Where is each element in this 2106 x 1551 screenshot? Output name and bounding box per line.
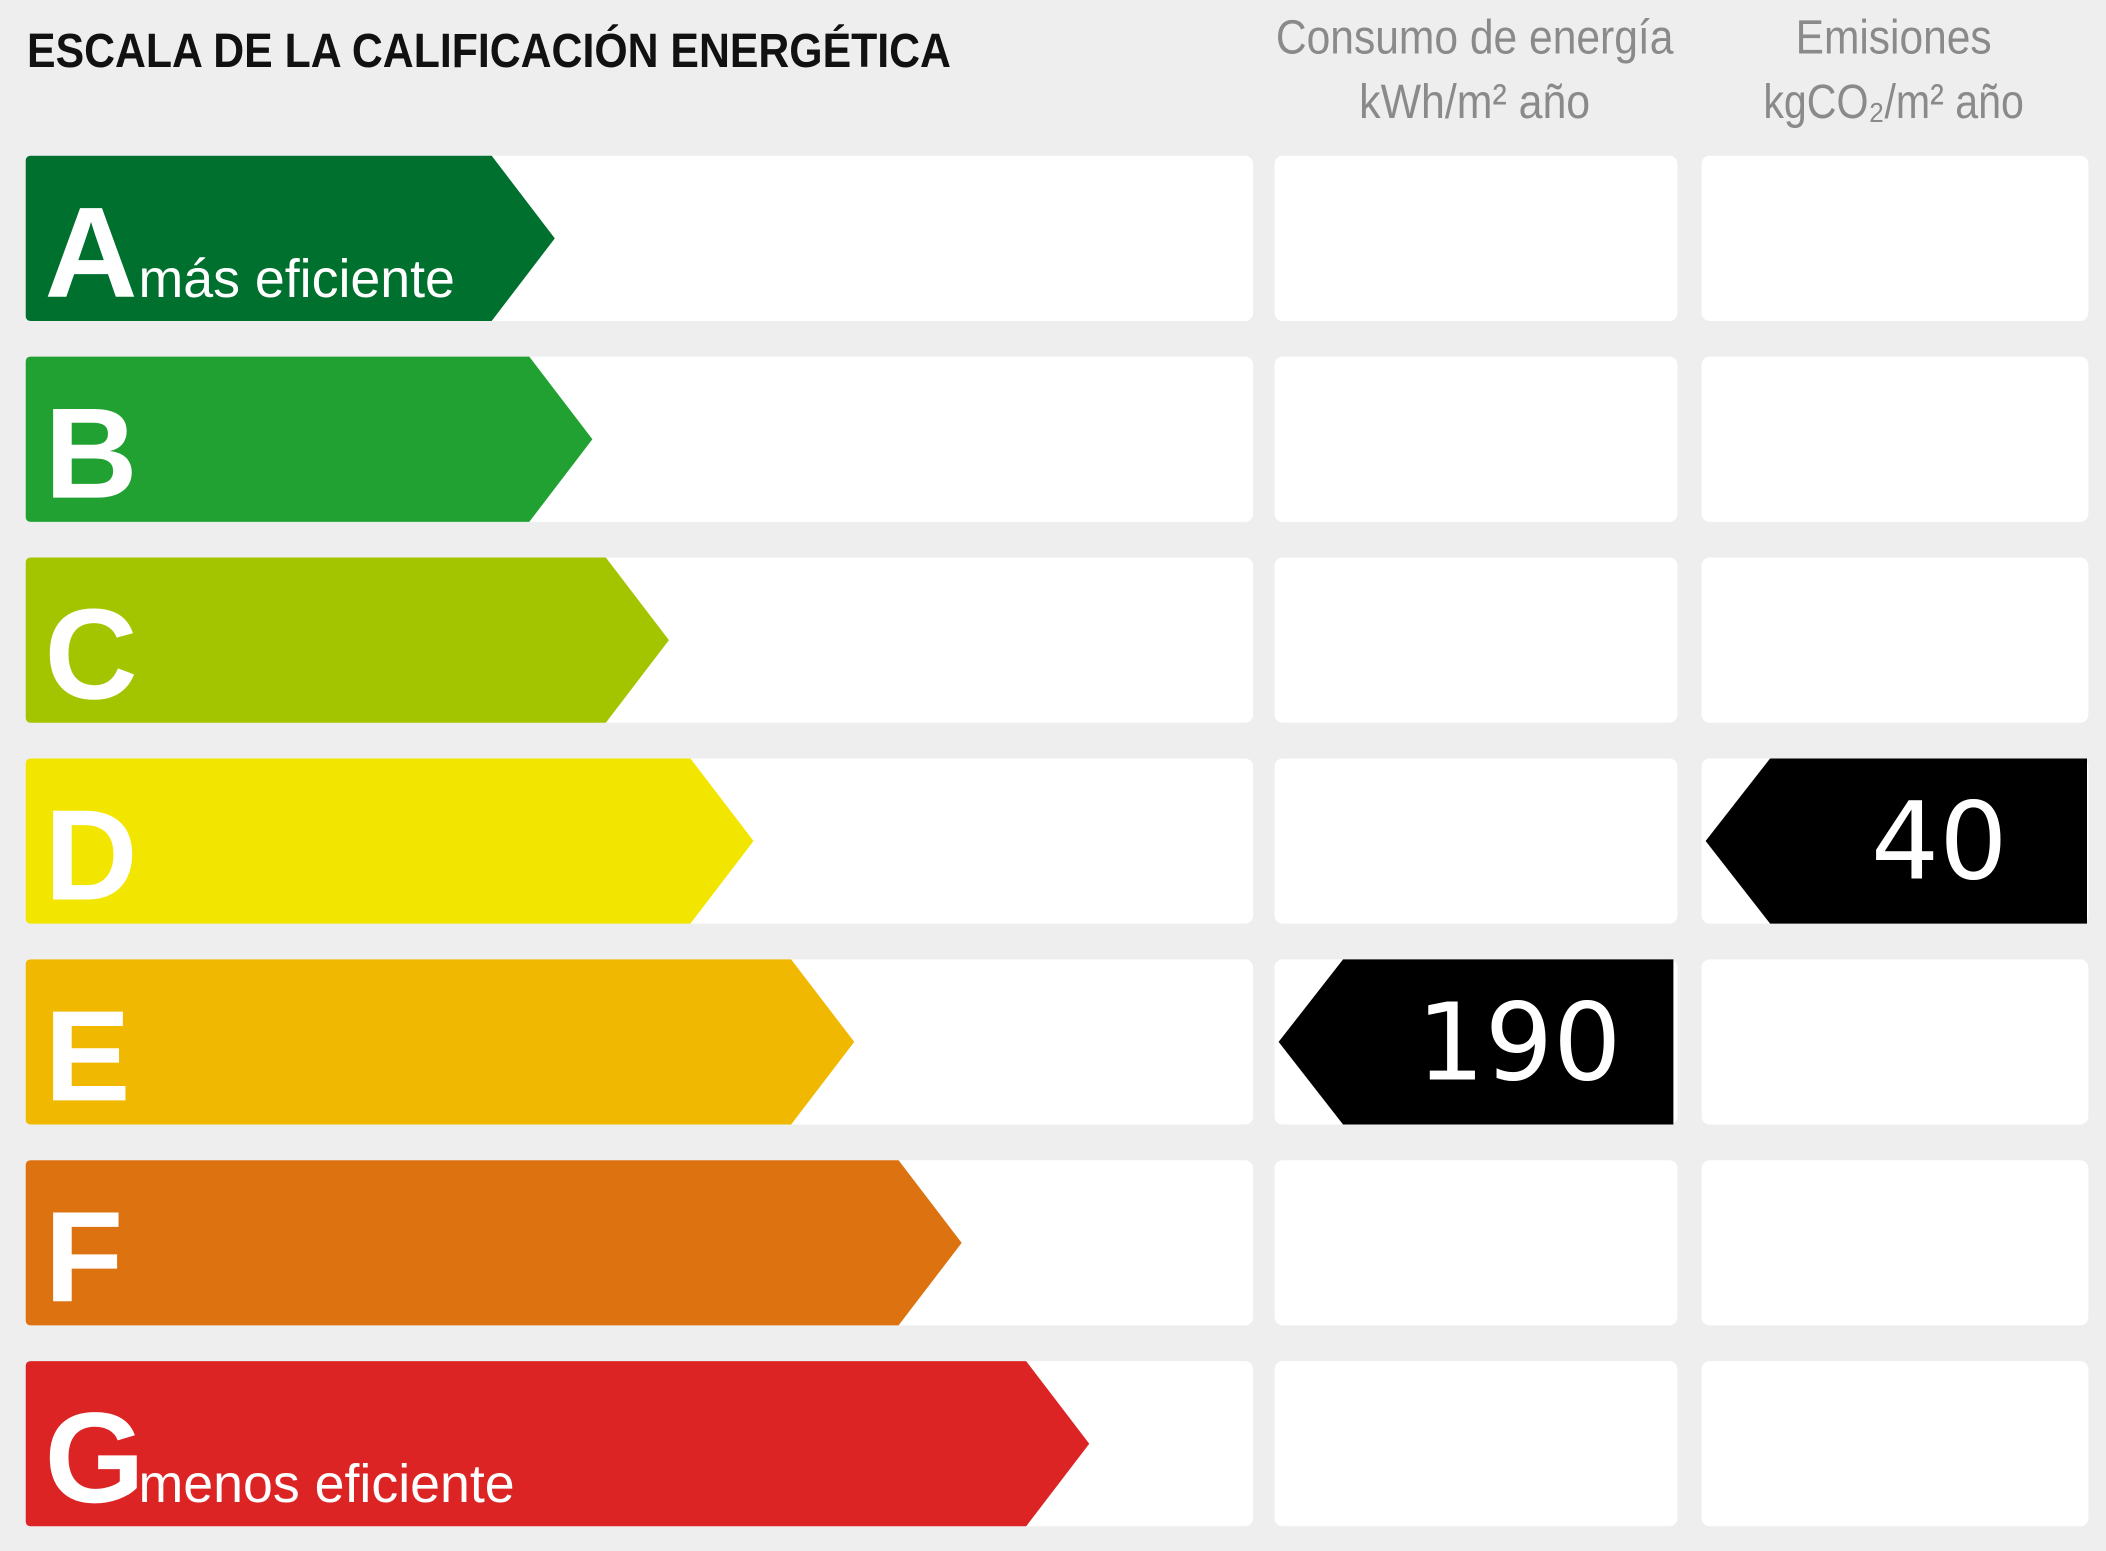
title: ESCALA DE LA CALIFICACIÓN ENERGÉTICA (27, 23, 951, 78)
energy-box (1274, 1361, 1678, 1527)
rating-arrow (25, 155, 555, 321)
column-title: Consumo de energía (1276, 11, 1674, 65)
energy-box (1274, 356, 1678, 522)
rating-letter: E (45, 984, 131, 1128)
emissions-box (1701, 959, 2089, 1125)
emissions-box (1701, 557, 2089, 723)
energy-box (1274, 758, 1678, 924)
emissions-box (1701, 1361, 2089, 1527)
value-text: 190 (1416, 981, 1621, 1106)
emissions-box (1701, 1160, 2089, 1326)
rating-arrow (25, 1160, 962, 1326)
energy-box (1274, 557, 1678, 723)
rating-label: menos eficiente (139, 1454, 515, 1514)
rating-letter: B (45, 382, 138, 526)
rating-arrow (25, 1361, 1090, 1527)
value-tag (1705, 758, 2087, 924)
emissions-box (1701, 356, 2089, 522)
rating-arrow (25, 959, 855, 1125)
rating-letter: C (45, 583, 138, 727)
rating-label: más eficiente (139, 249, 455, 309)
energy-box (1274, 155, 1678, 321)
column-unit: kWh/m² año (1359, 75, 1590, 129)
rating-arrow (25, 557, 669, 723)
rating-letter: G (45, 1386, 145, 1530)
emissions-box (1701, 155, 2089, 321)
column-unit: kgCO₂/m² año (1763, 75, 2024, 129)
energy-box (1274, 1160, 1678, 1326)
column-title: Emisiones (1796, 11, 1992, 65)
rating-arrow (25, 356, 593, 522)
rating-arrow (25, 758, 754, 924)
rating-letter: A (45, 181, 138, 325)
rating-letter: D (45, 783, 138, 927)
value-tag (1278, 959, 1674, 1125)
rating-letter: F (45, 1185, 124, 1329)
value-text: 40 (1871, 780, 2008, 905)
